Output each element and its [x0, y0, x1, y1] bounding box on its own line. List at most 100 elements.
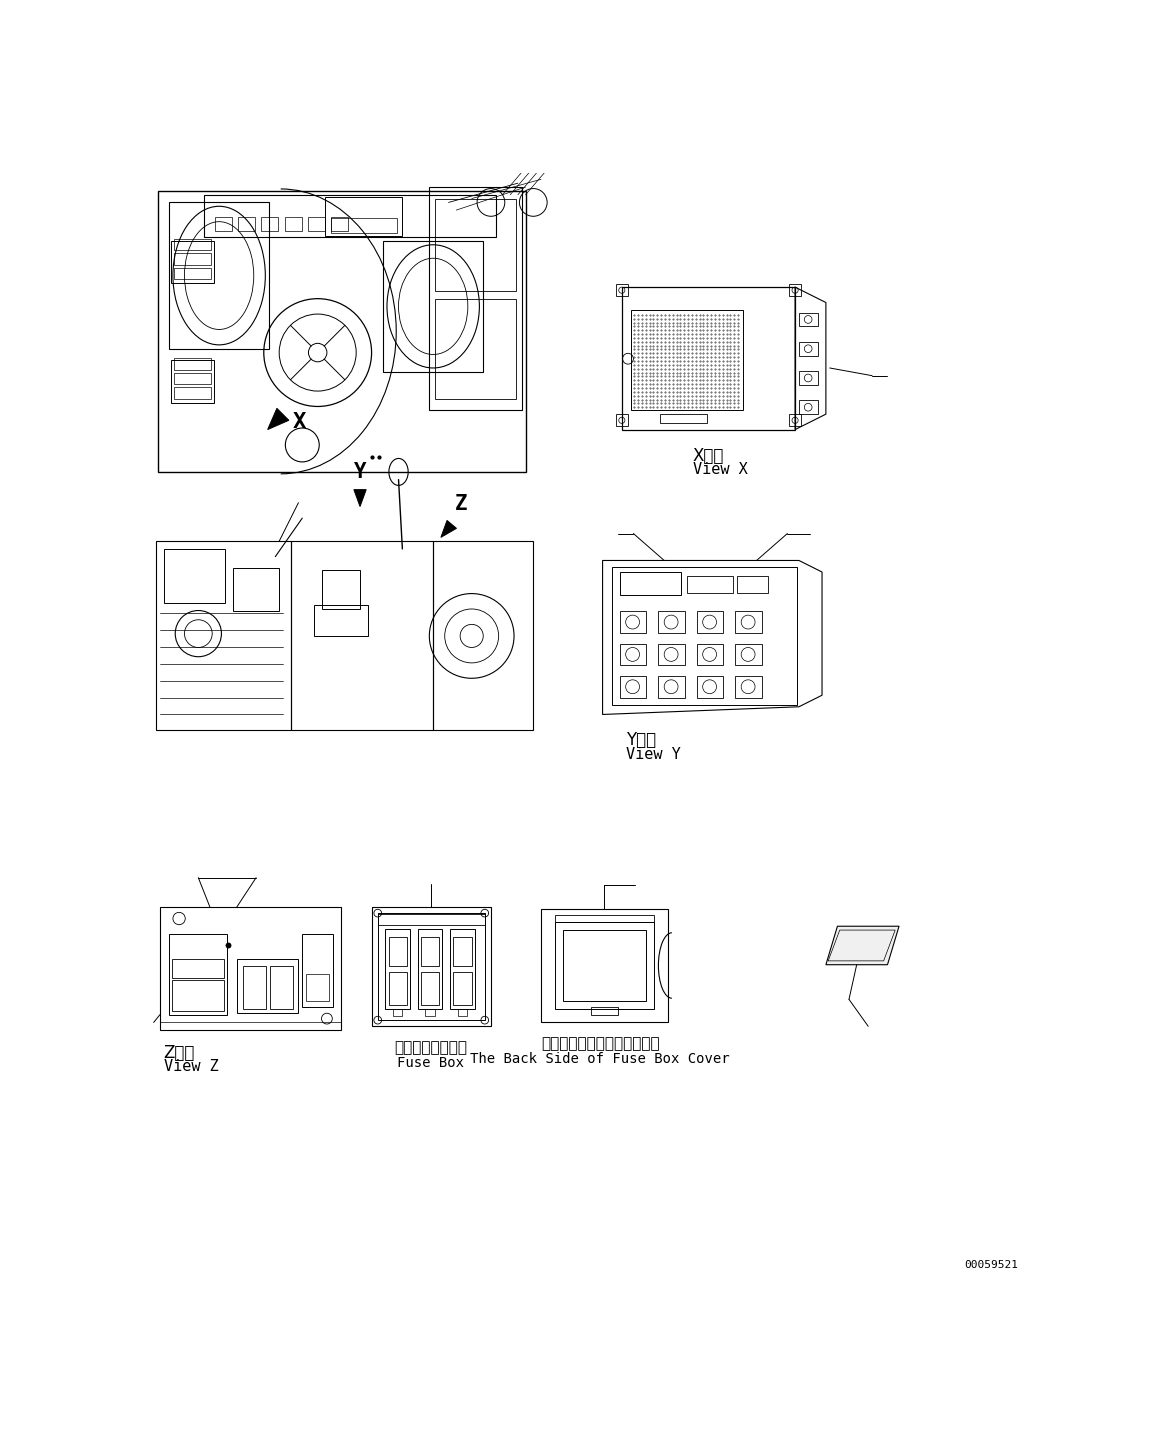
Bar — [697, 644, 723, 665]
Text: ヒューズボックスカバー裏側: ヒューズボックスカバー裏側 — [541, 1036, 659, 1052]
Bar — [620, 644, 647, 665]
Bar — [458, 1010, 468, 1016]
Bar — [555, 915, 654, 922]
Bar — [174, 358, 211, 369]
Bar — [555, 922, 654, 1009]
Text: Fuse Box: Fuse Box — [398, 1056, 464, 1069]
Bar — [157, 190, 526, 472]
Bar — [697, 675, 723, 697]
Bar — [172, 980, 223, 1012]
Bar — [426, 1010, 435, 1016]
Text: The Back Side of Fuse Box Cover: The Back Side of Fuse Box Cover — [471, 1052, 730, 1066]
Bar — [171, 361, 214, 403]
Bar — [799, 313, 819, 326]
Bar — [302, 934, 333, 1007]
Bar — [306, 974, 329, 1001]
Bar — [421, 937, 440, 967]
Text: Z: Z — [455, 495, 468, 514]
Bar — [174, 268, 211, 280]
Bar — [735, 675, 762, 697]
Bar — [237, 960, 299, 1013]
Text: ヒューズボックス: ヒューズボックス — [394, 1040, 468, 1055]
Bar — [658, 675, 685, 697]
Text: View Y: View Y — [626, 747, 680, 762]
Bar — [262, 216, 278, 231]
Bar — [737, 576, 768, 593]
Text: View X: View X — [693, 462, 748, 476]
Bar — [326, 198, 402, 235]
Bar — [450, 928, 475, 1010]
Bar — [372, 908, 491, 1026]
Polygon shape — [826, 926, 899, 965]
Bar — [156, 541, 291, 730]
Polygon shape — [441, 521, 457, 537]
Bar — [169, 202, 269, 349]
Bar — [174, 387, 211, 398]
Polygon shape — [354, 489, 366, 506]
Bar — [563, 931, 647, 1001]
Bar — [238, 216, 256, 231]
Bar — [429, 188, 522, 410]
Bar — [789, 284, 801, 296]
Bar — [433, 541, 534, 730]
Bar — [233, 569, 279, 610]
Bar — [285, 216, 301, 231]
Bar — [615, 414, 628, 427]
Bar — [435, 299, 515, 398]
Bar — [388, 973, 407, 1004]
Bar — [799, 342, 819, 355]
Bar — [383, 241, 484, 372]
Bar — [378, 913, 485, 925]
Bar — [393, 1010, 402, 1016]
Bar — [799, 371, 819, 385]
Bar — [330, 216, 348, 231]
Text: X　視: X 視 — [693, 446, 725, 465]
Bar — [591, 1007, 618, 1014]
Bar — [171, 241, 214, 283]
Bar — [735, 644, 762, 665]
Text: X: X — [292, 411, 306, 431]
Bar — [620, 571, 682, 595]
Bar — [735, 612, 762, 633]
Bar — [632, 310, 743, 410]
Bar — [687, 576, 734, 593]
Bar — [174, 372, 211, 384]
Bar — [174, 253, 211, 264]
Bar — [620, 675, 647, 697]
Text: Z　視: Z 視 — [164, 1045, 195, 1062]
Bar — [321, 570, 361, 609]
Bar — [612, 567, 797, 706]
Bar — [308, 216, 324, 231]
Bar — [454, 973, 472, 1004]
Bar — [435, 199, 515, 291]
Bar — [541, 909, 668, 1023]
Text: Y　視: Y 視 — [626, 732, 656, 749]
Bar — [622, 287, 795, 430]
Bar — [314, 605, 368, 636]
Bar — [421, 973, 440, 1004]
Text: 00059521: 00059521 — [964, 1260, 1019, 1270]
Bar — [174, 238, 211, 250]
Bar — [215, 216, 233, 231]
Bar — [697, 612, 723, 633]
Bar — [385, 928, 411, 1010]
Bar — [172, 958, 223, 978]
Polygon shape — [267, 408, 288, 430]
Bar — [658, 612, 685, 633]
Bar — [658, 644, 685, 665]
Bar — [204, 195, 497, 237]
Bar — [378, 913, 485, 1020]
Bar — [615, 284, 628, 296]
Bar — [661, 414, 707, 423]
Text: Y: Y — [354, 462, 366, 482]
Bar — [799, 400, 819, 414]
Bar — [164, 548, 226, 603]
Bar — [388, 937, 407, 967]
Bar — [270, 967, 293, 1009]
Bar — [169, 934, 227, 1014]
Bar — [291, 541, 433, 730]
Bar — [418, 928, 442, 1010]
Bar — [789, 414, 801, 427]
Bar — [620, 612, 647, 633]
Bar — [159, 908, 341, 1030]
